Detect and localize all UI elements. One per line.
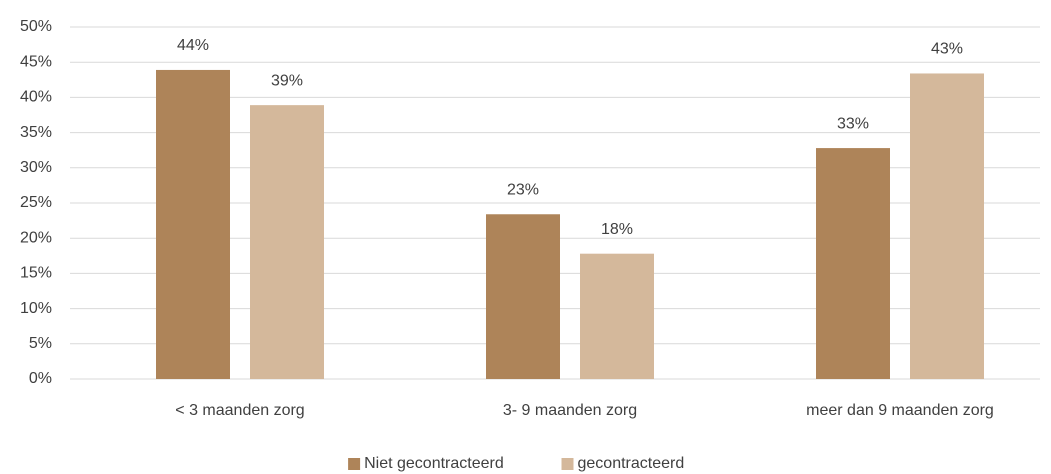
data-label: 44% [177, 37, 209, 54]
data-label: 23% [507, 181, 539, 198]
legend-swatch [348, 458, 361, 470]
y-tick-label: 50% [20, 18, 52, 35]
x-tick-label: meer dan 9 maanden zorg [806, 402, 994, 419]
y-tick-label: 25% [20, 194, 52, 211]
bar [816, 148, 890, 379]
bar [486, 214, 560, 379]
y-tick-label: 45% [20, 53, 52, 70]
data-label: 33% [837, 115, 869, 132]
data-label: 18% [601, 221, 633, 238]
y-tick-label: 10% [20, 300, 52, 317]
x-tick-label: 3- 9 maanden zorg [503, 402, 637, 419]
y-tick-label: 40% [20, 89, 52, 106]
legend-swatch [561, 458, 574, 470]
y-tick-label: 35% [20, 124, 52, 141]
data-label: 43% [931, 41, 963, 58]
y-tick-label: 30% [20, 159, 52, 176]
y-tick-label: 15% [20, 265, 52, 282]
x-tick-label: < 3 maanden zorg [175, 402, 304, 419]
bar [156, 69, 230, 379]
y-tick-label: 5% [29, 335, 52, 352]
bar [250, 105, 324, 380]
data-label: 39% [271, 72, 303, 89]
legend-label: gecontracteerd [578, 455, 685, 472]
y-tick-label: 20% [20, 229, 52, 246]
bar [910, 73, 984, 380]
y-tick-label: 0% [29, 370, 52, 387]
legend-label: Niet gecontracteerd [364, 455, 504, 472]
bar [580, 253, 654, 379]
